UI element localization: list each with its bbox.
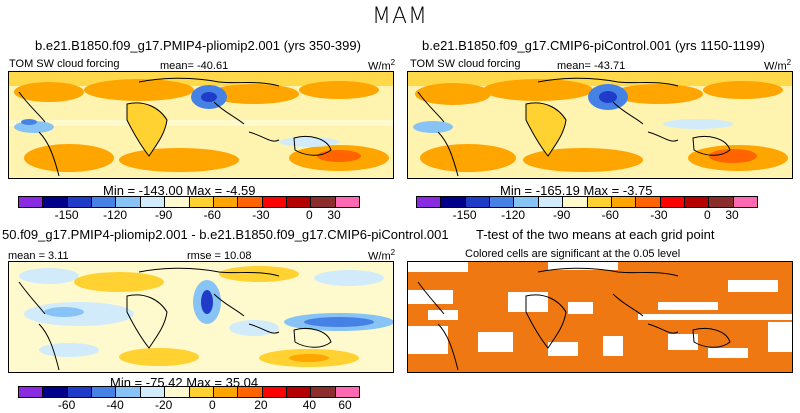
- colorbar-tick-label: -30: [252, 208, 270, 222]
- colorbar-swatch: [189, 387, 214, 397]
- colorbar-swatch: [165, 197, 190, 207]
- top-right-minmax: Min = -165.19 Max = -3.75: [500, 183, 653, 198]
- colorbar-tick-label: -150: [54, 208, 79, 222]
- bottom-left-map: [8, 261, 394, 373]
- top-right-map: [407, 71, 793, 179]
- colorbar-swatch: [67, 197, 93, 207]
- colorbar-swatch: [563, 197, 588, 207]
- colorbar-swatch: [684, 197, 710, 207]
- colorbar-tick-label: -120: [501, 208, 526, 222]
- colorbar-tick-label: -90: [155, 208, 173, 222]
- colorbar-swatch: [335, 387, 360, 397]
- colorbar-swatch: [733, 197, 758, 207]
- colorbar-swatch: [441, 197, 466, 207]
- colorbar-swatch: [140, 387, 166, 397]
- colorbar-tick-label: -60: [203, 208, 221, 222]
- colorbar-tick-label: 30: [725, 208, 739, 222]
- colorbar-swatch: [19, 197, 44, 207]
- colorbar-swatch: [43, 197, 68, 207]
- top-right-panel-title: b.e21.B1850.f09_g17.CMIP6-piControl.001 …: [422, 38, 765, 53]
- colorbar-swatch: [19, 387, 44, 397]
- bottom-right-panel-title: T-test of the two means at each grid poi…: [476, 227, 715, 242]
- colorbar-tick-label: 60: [338, 398, 352, 412]
- bottom-right-significance-plot: [408, 262, 792, 372]
- colorbar-swatch: [311, 387, 336, 397]
- top-right-field-label: TOM SW cloud forcing: [410, 58, 521, 70]
- colorbar-tick-label: -120: [103, 208, 128, 222]
- colorbar-tick-label: -30: [650, 208, 668, 222]
- colorbar-swatch: [286, 197, 312, 207]
- bottom-left-colorbar-ticks: -60 -40 -20 0 20 40 60: [18, 398, 358, 412]
- colorbar-tick-label: 0: [306, 208, 313, 222]
- bottom-left-units: W/m2: [368, 248, 396, 263]
- colorbar-swatch: [116, 387, 141, 397]
- colorbar-swatch: [286, 387, 312, 397]
- colorbar-tick-label: -60: [601, 208, 619, 222]
- top-right-contour-plot: [408, 72, 792, 178]
- colorbar-swatch: [611, 197, 637, 207]
- colorbar-swatch: [335, 197, 360, 207]
- colorbar-swatch: [587, 197, 612, 207]
- colorbar-tick-label: 40: [302, 398, 317, 412]
- colorbar-swatch: [538, 197, 564, 207]
- colorbar-swatch: [709, 197, 734, 207]
- top-left-colorbar: [18, 196, 360, 208]
- colorbar-swatch: [213, 387, 239, 397]
- colorbar-swatch: [238, 197, 263, 207]
- colorbar-swatch: [514, 197, 539, 207]
- figure-title: MAM: [371, 4, 428, 29]
- top-left-minmax: Min = -143.00 Max = -4.59: [103, 183, 256, 198]
- top-right-mean: mean= -43.71: [557, 60, 626, 72]
- colorbar-tick-label: -40: [106, 398, 124, 412]
- top-left-colorbar-ticks: -150 -120 -90 -60 -30 0 30: [18, 208, 358, 222]
- colorbar-swatch: [636, 197, 661, 207]
- top-right-colorbar-ticks: -150 -120 -90 -60 -30 0 30: [416, 208, 756, 222]
- colorbar-swatch: [43, 387, 68, 397]
- top-left-mean: mean= -40.61: [160, 60, 229, 72]
- top-left-map: [8, 71, 394, 179]
- colorbar-tick-label: 0: [208, 398, 216, 412]
- colorbar-swatch: [92, 197, 117, 207]
- colorbar-tick-label: -20: [155, 398, 173, 412]
- bottom-left-colorbar: [18, 386, 360, 398]
- colorbar-swatch: [140, 197, 166, 207]
- colorbar-tick-label: -90: [553, 208, 571, 222]
- colorbar-tick-label: 30: [327, 208, 341, 222]
- colorbar-swatch: [311, 197, 336, 207]
- colorbar-swatch: [238, 387, 263, 397]
- colorbar-tick-label: 20: [254, 398, 268, 412]
- colorbar-swatch: [660, 197, 685, 207]
- top-left-contour-plot: [9, 72, 393, 178]
- bottom-left-panel-title: 50.f09_g17.PMIP4-pliomip2.001 - b.e21.B1…: [2, 227, 449, 242]
- top-left-panel-title: b.e21.B1850.f09_g17.PMIP4-pliomip2.001 (…: [35, 38, 361, 53]
- colorbar-swatch: [116, 197, 141, 207]
- bottom-left-mean: mean = 3.11: [8, 250, 69, 262]
- colorbar-swatch: [165, 387, 190, 397]
- colorbar-tick-label: -60: [57, 398, 76, 412]
- colorbar-swatch: [417, 197, 442, 207]
- colorbar-swatch: [262, 197, 287, 207]
- bottom-left-rmse: rmse = 10.08: [187, 250, 252, 262]
- colorbar-tick-label: 0: [704, 208, 711, 222]
- top-right-units: W/m2: [764, 58, 792, 73]
- top-left-units: W/m2: [368, 58, 396, 73]
- colorbar-swatch: [189, 197, 214, 207]
- colorbar-swatch: [92, 387, 117, 397]
- colorbar-swatch: [490, 197, 515, 207]
- bottom-left-contour-plot: [9, 262, 393, 372]
- colorbar-swatch: [67, 387, 93, 397]
- bottom-right-subtitle: Colored cells are significant at the 0.0…: [465, 248, 681, 260]
- top-left-field-label: TOM SW cloud forcing: [9, 58, 120, 70]
- colorbar-swatch: [262, 387, 287, 397]
- colorbar-tick-label: -150: [452, 208, 477, 222]
- colorbar-swatch: [213, 197, 239, 207]
- colorbar-swatch: [465, 197, 491, 207]
- top-right-colorbar: [416, 196, 758, 208]
- bottom-right-map: [407, 261, 793, 373]
